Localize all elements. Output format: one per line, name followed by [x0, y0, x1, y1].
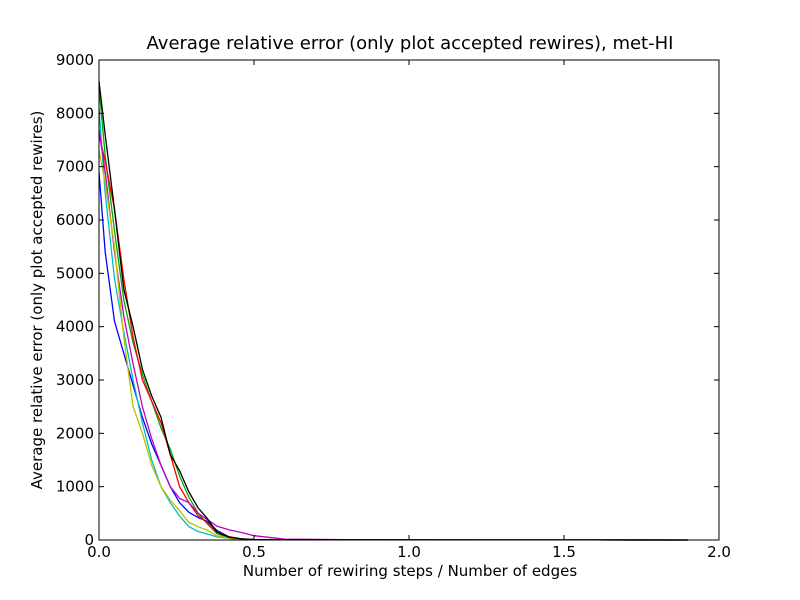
x-tick-label-3: 1.5 — [552, 543, 576, 561]
y-tick-label-2: 2000 — [56, 424, 94, 442]
y-tick-label-7: 7000 — [56, 158, 94, 176]
y-tick-label-4: 4000 — [56, 318, 94, 336]
chart-title: Average relative error (only plot accept… — [147, 33, 674, 54]
y-axis-label: Average relative error (only plot accept… — [28, 111, 46, 490]
y-tick-label-8: 8000 — [56, 104, 94, 122]
y-tick-label-3: 3000 — [56, 371, 94, 389]
y-tick-label-0: 0 — [84, 531, 94, 549]
x-axis-label: Number of rewiring steps / Number of edg… — [243, 562, 577, 580]
x-tick-label-0: 0.0 — [87, 543, 111, 561]
x-axis: 0.0 0.5 1.0 1.5 2.0 — [87, 60, 731, 561]
y-tick-label-1: 1000 — [56, 478, 94, 496]
x-tick-label-4: 2.0 — [707, 543, 731, 561]
x-tick-label-1: 0.5 — [242, 543, 266, 561]
x-tick-label-2: 1.0 — [397, 543, 421, 561]
y-axis: 0 1000 2000 3000 4000 5000 6000 7000 8000 9000 — [56, 51, 719, 549]
y-tick-label-5: 5000 — [56, 264, 94, 282]
y-tick-label-9: 9000 — [56, 51, 94, 69]
y-tick-label-6: 6000 — [56, 211, 94, 229]
